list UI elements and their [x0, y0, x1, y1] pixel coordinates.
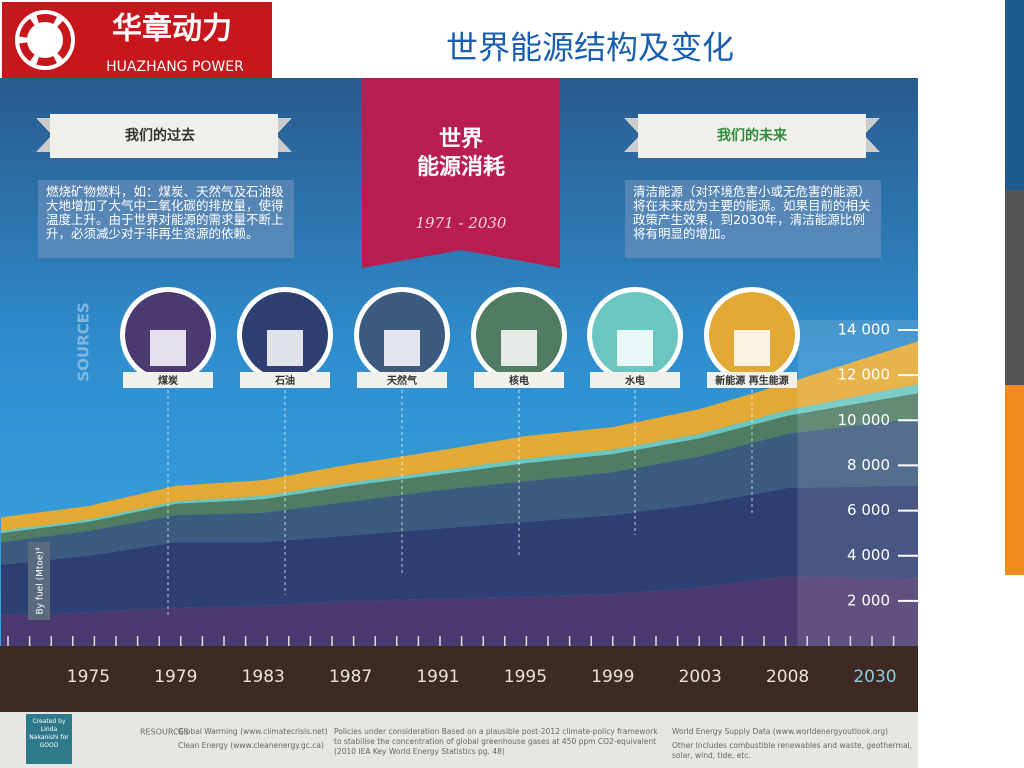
icon-shape: [384, 330, 420, 366]
footer-resources: RESOURCES: [140, 728, 189, 737]
banner: [362, 78, 560, 268]
x-tick-label: 2030: [853, 667, 896, 687]
future-text: 清洁能源（对环境危害小或无危害的能源）将在未来成为主要的能源。如果目前的相关政策…: [625, 180, 881, 258]
x-tick-label: 1975: [67, 667, 110, 687]
legend-tag: [707, 372, 797, 388]
chart: [1, 341, 918, 646]
legend-tag: [357, 372, 447, 388]
projection-shade: [797, 320, 918, 646]
y-tick-label: 14 000: [838, 321, 891, 339]
legend-tag: [590, 372, 680, 388]
year-band: [0, 646, 918, 712]
legend-label: 石油: [274, 374, 295, 387]
banner-text: 能源消耗: [417, 154, 505, 180]
legend-label: 新能源 再生能源: [715, 374, 788, 387]
area: [1, 341, 918, 531]
y-label-box: [28, 542, 50, 620]
icon-shape: [150, 330, 186, 366]
credit: Created by Linda Nakanishi for GOOD: [29, 718, 69, 749]
logo-sub: HUAZHANG POWER: [106, 59, 244, 75]
sources-label: SOURCES: [75, 302, 93, 381]
future-heading: 我们的未来: [717, 127, 788, 144]
y-tick-label: 12 000: [838, 366, 891, 384]
logo-mark: [19, 14, 71, 66]
y-tick-label: 4 000: [847, 546, 890, 564]
x-tick-label: 2003: [679, 667, 722, 687]
area: [1, 576, 918, 646]
y-tick-label: 6 000: [847, 501, 890, 519]
icon-shape: [267, 330, 303, 366]
past-heading: 我们的过去: [125, 127, 195, 144]
x-tick-label: 1995: [504, 667, 547, 687]
credit-box: [26, 714, 72, 764]
footer-band: [0, 712, 918, 768]
side-strip: [1005, 190, 1024, 385]
legend-tag: [123, 372, 213, 388]
y-axis-label: By fuel (Mtoe)⁴: [36, 547, 46, 614]
x-tick-label: 1983: [242, 667, 285, 687]
footer-ref: Global Warming (www.climatecrisis.net): [178, 727, 328, 736]
legend-label: 天然气: [387, 374, 417, 387]
icon-shape: [501, 330, 537, 366]
footer-ref: Policies under consideration Based on a …: [334, 727, 658, 756]
side-strip: [1005, 0, 1024, 190]
area: [1, 418, 918, 565]
footer-ref: Other Includes combustible renewables an…: [672, 741, 913, 760]
x-tick-label: 2008: [766, 667, 809, 687]
y-tick-label: 2 000: [847, 591, 890, 609]
ribbon: [638, 114, 866, 158]
ribbon: [50, 114, 278, 158]
y-tick-label: 8 000: [847, 456, 890, 474]
legend-tag: [474, 372, 564, 388]
legend-label: 煤炭: [158, 374, 178, 387]
area: [1, 485, 918, 615]
icon-shape: [617, 330, 653, 366]
legend-tag: [240, 372, 330, 388]
x-tick-label: 1999: [591, 667, 634, 687]
y-tick-label: 10 000: [838, 411, 891, 429]
x-tick-label: 1991: [416, 667, 459, 687]
footer-ref: World Energy Supply Data (www.worldenerg…: [672, 727, 889, 736]
logo-name: 华章动力: [112, 12, 232, 47]
slide-title: 世界能源结构及变化: [446, 29, 734, 67]
legend-label: 核电: [509, 374, 529, 387]
footer-ref: Clean Energy (www.cleanenergy.gc.ca): [178, 741, 324, 750]
x-tick-label: 1979: [154, 667, 197, 687]
banner-period: 1971 - 2030: [416, 214, 507, 232]
x-tick-label: 1987: [329, 667, 372, 687]
past-text: 燃烧矿物燃料，如：煤炭、天然气及石油级大地增加了大气中二氧化碳的排放量，使得温度…: [38, 180, 294, 258]
side-strip: [1005, 385, 1024, 575]
area: [1, 393, 918, 543]
banner-text: 世界: [439, 127, 483, 152]
icon-shape: [734, 330, 770, 366]
legend-label: 水电: [624, 374, 645, 387]
